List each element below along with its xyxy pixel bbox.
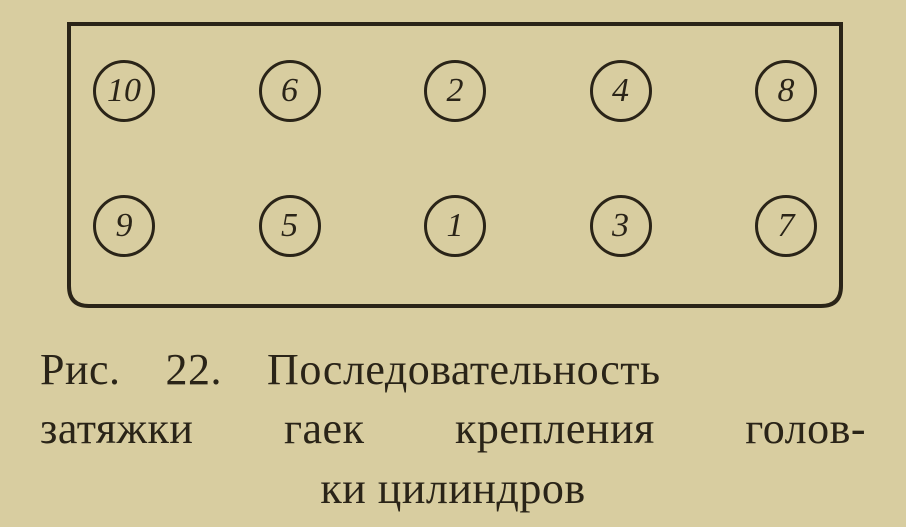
bolt-sequence-diagram: 10 6 2 4 8 9 5 1 3 7 [65, 20, 845, 310]
bolt-marker-3: 3 [590, 195, 652, 257]
bolt-marker-6: 6 [259, 60, 321, 122]
figure-caption: Рис. 22. Последовательность затяжки гаек… [40, 340, 866, 518]
bolt-marker-8: 8 [755, 60, 817, 122]
bolt-label: 4 [612, 72, 629, 110]
bolt-label: 6 [281, 72, 298, 110]
bolt-label: 10 [107, 72, 141, 110]
bolt-label: 1 [447, 207, 464, 245]
caption-line-2: затяжки гаек крепления голов- [40, 399, 866, 458]
bolt-label: 3 [612, 207, 629, 245]
bolt-marker-4: 4 [590, 60, 652, 122]
bolt-marker-5: 5 [259, 195, 321, 257]
caption-line-1: Рис. 22. Последовательность [40, 340, 866, 399]
bolt-label: 7 [778, 207, 795, 245]
bolt-row-top: 10 6 2 4 8 [65, 60, 845, 122]
bolt-marker-1: 1 [424, 195, 486, 257]
bolt-label: 5 [281, 207, 298, 245]
bolt-label: 9 [116, 207, 133, 245]
bolt-marker-10: 10 [93, 60, 155, 122]
bolt-label: 8 [778, 72, 795, 110]
bolt-row-bottom: 9 5 1 3 7 [65, 195, 845, 257]
caption-line-3: ки цилиндров [40, 459, 866, 518]
bolt-marker-7: 7 [755, 195, 817, 257]
bolt-marker-2: 2 [424, 60, 486, 122]
bolt-label: 2 [447, 72, 464, 110]
bolt-marker-9: 9 [93, 195, 155, 257]
